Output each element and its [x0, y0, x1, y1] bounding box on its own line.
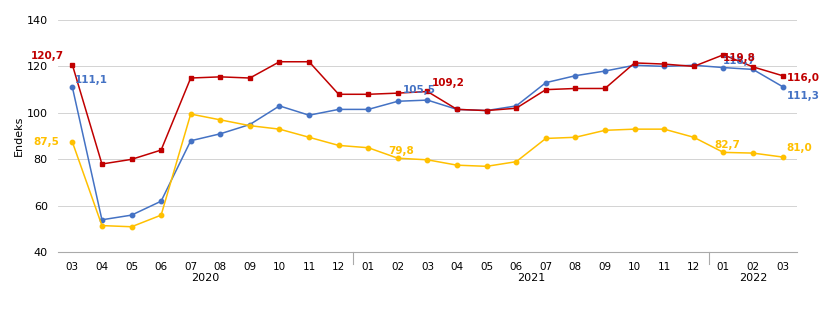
İnşaat sektörü	[570, 135, 580, 139]
Perakende ticaret sektörü	[97, 162, 107, 166]
İnşaat sektörü	[511, 160, 521, 164]
İnşaat sektörü	[334, 143, 344, 147]
Perakende ticaret sektörü	[659, 62, 669, 66]
İnşaat sektörü	[215, 118, 225, 122]
İnşaat sektörü	[186, 112, 196, 116]
Perakende ticaret sektörü	[275, 60, 284, 64]
İnşaat sektörü	[600, 128, 610, 132]
İnşaat sektörü	[393, 156, 403, 160]
Perakende ticaret sektörü	[482, 109, 492, 113]
Line: İnşaat sektörü: İnşaat sektörü	[70, 112, 785, 229]
İnşaat sektörü	[67, 140, 77, 144]
Perakende ticaret sektörü	[748, 65, 758, 69]
Hizmet sektörü	[452, 108, 462, 112]
Hizmet sektörü	[541, 81, 551, 85]
İnşaat sektörü	[275, 127, 284, 131]
Text: 79,8: 79,8	[389, 146, 414, 156]
İnşaat sektörü	[482, 164, 492, 168]
İnşaat sektörü	[748, 151, 758, 155]
Text: 82,7: 82,7	[714, 139, 740, 149]
İnşaat sektörü	[630, 127, 640, 131]
İnşaat sektörü	[304, 135, 314, 139]
Hizmet sektörü	[393, 99, 403, 103]
Line: Perakende ticaret sektörü: Perakende ticaret sektörü	[70, 52, 785, 166]
Hizmet sektörü	[334, 108, 344, 112]
Hizmet sektörü	[630, 63, 640, 67]
Text: 109,2: 109,2	[432, 78, 464, 88]
Perakende ticaret sektörü	[423, 90, 432, 94]
Text: 111,3: 111,3	[787, 91, 820, 101]
Text: 2020: 2020	[192, 273, 219, 283]
İnşaat sektörü	[127, 225, 136, 229]
Text: 116,0: 116,0	[787, 73, 820, 83]
Perakende ticaret sektörü	[778, 74, 787, 78]
Text: 2021: 2021	[517, 273, 545, 283]
Perakende ticaret sektörü	[363, 92, 373, 96]
Perakende ticaret sektörü	[127, 157, 136, 161]
Hizmet sektörü	[511, 104, 521, 108]
Perakende ticaret sektörü	[541, 88, 551, 92]
İnşaat sektörü	[718, 150, 728, 154]
Hizmet sektörü	[363, 108, 373, 112]
İnşaat sektörü	[541, 136, 551, 140]
Hizmet sektörü	[748, 67, 758, 71]
Text: 111,1: 111,1	[75, 75, 109, 85]
Perakende ticaret sektörü	[186, 76, 196, 80]
Perakende ticaret sektörü	[393, 91, 403, 95]
İnşaat sektörü	[97, 224, 107, 228]
Hizmet sektörü	[215, 132, 225, 136]
Perakende ticaret sektörü	[67, 63, 77, 67]
Perakende ticaret sektörü	[689, 64, 699, 68]
İnşaat sektörü	[778, 155, 787, 159]
Hizmet sektörü	[245, 123, 255, 126]
Legend: Hizmet sektörü, Perakende ticaret sektörü, İnşaat sektörü: Hizmet sektörü, Perakende ticaret sektör…	[215, 328, 640, 332]
Text: 87,5: 87,5	[34, 137, 59, 147]
Hizmet sektörü	[570, 74, 580, 78]
Hizmet sektörü	[156, 199, 166, 203]
Perakende ticaret sektörü	[334, 92, 344, 96]
Hizmet sektörü	[304, 113, 314, 117]
Hizmet sektörü	[482, 109, 492, 113]
Perakende ticaret sektörü	[452, 108, 462, 112]
Perakende ticaret sektörü	[304, 60, 314, 64]
Text: 2022: 2022	[739, 273, 767, 283]
Perakende ticaret sektörü	[511, 106, 521, 110]
Hizmet sektörü	[186, 139, 196, 143]
İnşaat sektörü	[156, 213, 166, 217]
Text: 119,8: 119,8	[723, 53, 755, 63]
Hizmet sektörü	[67, 85, 77, 89]
Perakende ticaret sektörü	[570, 87, 580, 91]
Text: 118,7: 118,7	[723, 56, 755, 66]
Perakende ticaret sektörü	[156, 148, 166, 152]
Hizmet sektörü	[127, 213, 136, 217]
Hizmet sektörü	[423, 98, 432, 102]
Hizmet sektörü	[275, 104, 284, 108]
Hizmet sektörü	[97, 218, 107, 222]
Perakende ticaret sektörü	[215, 75, 225, 79]
İnşaat sektörü	[245, 124, 255, 127]
Perakende ticaret sektörü	[245, 76, 255, 80]
İnşaat sektörü	[423, 158, 432, 162]
Perakende ticaret sektörü	[630, 61, 640, 65]
Line: Hizmet sektörü: Hizmet sektörü	[70, 63, 785, 222]
Text: 120,7: 120,7	[30, 51, 64, 61]
İnşaat sektörü	[363, 146, 373, 150]
Text: 81,0: 81,0	[787, 143, 812, 153]
Hizmet sektörü	[689, 63, 699, 67]
İnşaat sektörü	[689, 135, 699, 139]
İnşaat sektörü	[659, 127, 669, 131]
İnşaat sektörü	[452, 163, 462, 167]
Hizmet sektörü	[659, 64, 669, 68]
Perakende ticaret sektörü	[600, 87, 610, 91]
Y-axis label: Endeks: Endeks	[14, 116, 24, 156]
Text: 105,5: 105,5	[403, 85, 436, 95]
Hizmet sektörü	[600, 69, 610, 73]
Hizmet sektörü	[718, 66, 728, 70]
Hizmet sektörü	[778, 85, 787, 89]
Perakende ticaret sektörü	[718, 53, 728, 57]
